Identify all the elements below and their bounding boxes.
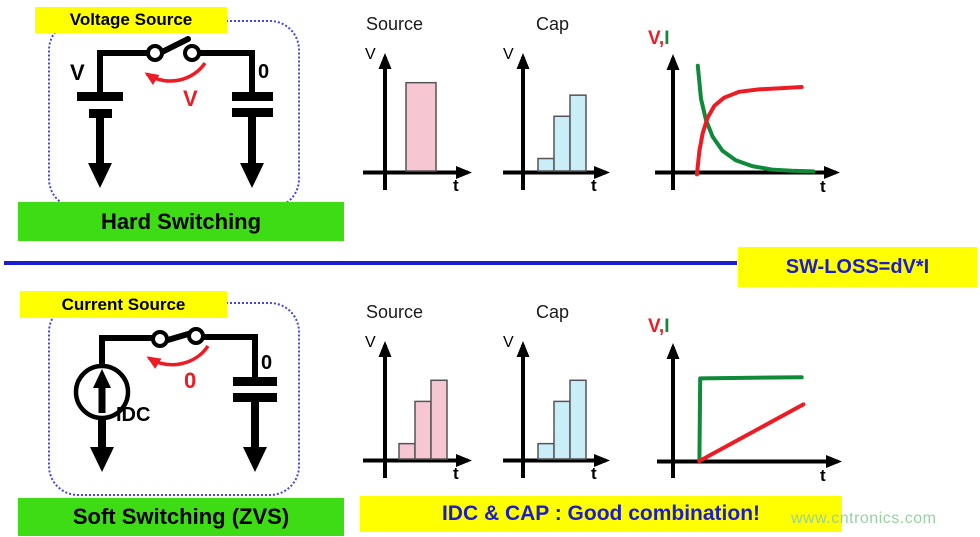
hard-source-xlabel: t xyxy=(453,176,459,195)
switch-contact-icon xyxy=(187,327,205,345)
soft-switching-banner-text: Soft Switching (ZVS) xyxy=(72,504,290,529)
hard-cap-chart-title: Cap xyxy=(536,14,570,34)
hard-vi-ylabel: V,I xyxy=(648,28,670,50)
soft-right-node-label: 0 xyxy=(261,352,273,374)
voltage-source-tag: Voltage Source xyxy=(35,7,227,33)
soft-switch-annotation: 0 xyxy=(184,368,197,393)
soft-vi-ylabel-v: V, xyxy=(648,316,665,337)
hard-source-bars xyxy=(405,81,437,172)
hard-cap-ylabel: V xyxy=(503,46,514,63)
bar xyxy=(430,379,448,460)
bar xyxy=(398,442,416,460)
soft-vi-ylabel: V,I xyxy=(648,316,670,338)
bar xyxy=(537,157,555,172)
section-divider-line xyxy=(4,261,737,265)
series-I xyxy=(695,63,816,174)
hard-cap-bars xyxy=(537,94,587,172)
hard-switch-annotation: V xyxy=(183,86,198,111)
soft-source-xlabel: t xyxy=(453,464,459,483)
voltage-transfer-arrow-icon xyxy=(146,344,210,369)
soft-cap-ylabel: V xyxy=(503,334,514,351)
bar xyxy=(405,81,437,172)
idc-label: IDC xyxy=(116,404,151,426)
series-V xyxy=(697,402,806,463)
soft-vi-xlabel: t xyxy=(820,466,826,485)
watermark-text: www.cntronics.com xyxy=(791,510,937,527)
current-source-tag-text: Current Source xyxy=(61,294,186,314)
hard-source-ylabel: V xyxy=(365,46,376,63)
ground-arrow-icon xyxy=(90,447,114,472)
soft-circuit-drawing xyxy=(73,327,277,472)
chart-axes xyxy=(363,53,842,478)
hard-vi-ylabel-i: I xyxy=(664,28,670,49)
battery-plate-icon xyxy=(77,92,123,101)
series-I xyxy=(697,375,804,463)
conclusion-tag: IDC & CAP : Good combination! xyxy=(360,496,842,532)
capacitor-plate-icon xyxy=(233,377,277,386)
hard-source-chart-title: Source xyxy=(366,14,424,34)
soft-cap-chart-title: Cap xyxy=(536,302,570,322)
switch-contact-icon xyxy=(151,330,169,348)
hard-vi-xlabel: t xyxy=(820,177,826,196)
bar xyxy=(414,400,432,460)
hard-switching-banner: Hard Switching xyxy=(18,202,344,241)
ground-arrow-icon xyxy=(243,447,267,472)
soft-vi-curves xyxy=(697,375,806,463)
soft-source-ylabel: V xyxy=(365,334,376,351)
soft-source-chart-title: Source xyxy=(366,302,424,322)
ground-arrow-icon xyxy=(88,163,112,188)
bar xyxy=(569,94,587,172)
bar xyxy=(537,442,555,460)
bar xyxy=(569,379,587,460)
voltage-source-tag-text: Voltage Source xyxy=(69,10,193,29)
bar xyxy=(553,400,571,460)
current-source-tag: Current Source xyxy=(20,291,227,318)
current-direction-arrow-icon xyxy=(93,369,111,388)
voltage-transfer-arrow-icon xyxy=(144,61,207,86)
hard-cap-xlabel: t xyxy=(591,176,597,195)
conclusion-tag-text: IDC & CAP : Good combination! xyxy=(441,502,761,525)
hard-vi-ylabel-v: V, xyxy=(648,28,665,49)
switch-contact-icon xyxy=(183,44,201,62)
ground-arrow-icon xyxy=(240,163,264,188)
bar xyxy=(553,115,571,172)
series-V xyxy=(694,85,804,177)
switch-contact-icon xyxy=(146,44,164,62)
hard-switching-banner-text: Hard Switching xyxy=(100,208,262,234)
sw-loss-tag-text: SW-LOSS=dV*I xyxy=(785,255,930,278)
capacitor-plate-icon xyxy=(232,92,273,101)
capacitor-plate-icon xyxy=(232,108,273,117)
soft-source-bars xyxy=(398,379,448,460)
soft-switching-banner: Soft Switching (ZVS) xyxy=(18,498,344,536)
soft-vi-ylabel-i: I xyxy=(664,316,670,337)
sw-loss-tag: SW-LOSS=dV*I xyxy=(738,247,977,287)
hard-vi-curves xyxy=(694,63,816,177)
capacitor-plate-icon xyxy=(233,393,277,402)
hard-circuit-drawing xyxy=(77,36,273,188)
hard-right-node-label: 0 xyxy=(258,61,270,83)
battery-plate-icon xyxy=(89,109,112,118)
soft-cap-bars xyxy=(537,379,587,460)
hard-left-node-label: V xyxy=(70,60,85,85)
soft-cap-xlabel: t xyxy=(591,464,597,483)
